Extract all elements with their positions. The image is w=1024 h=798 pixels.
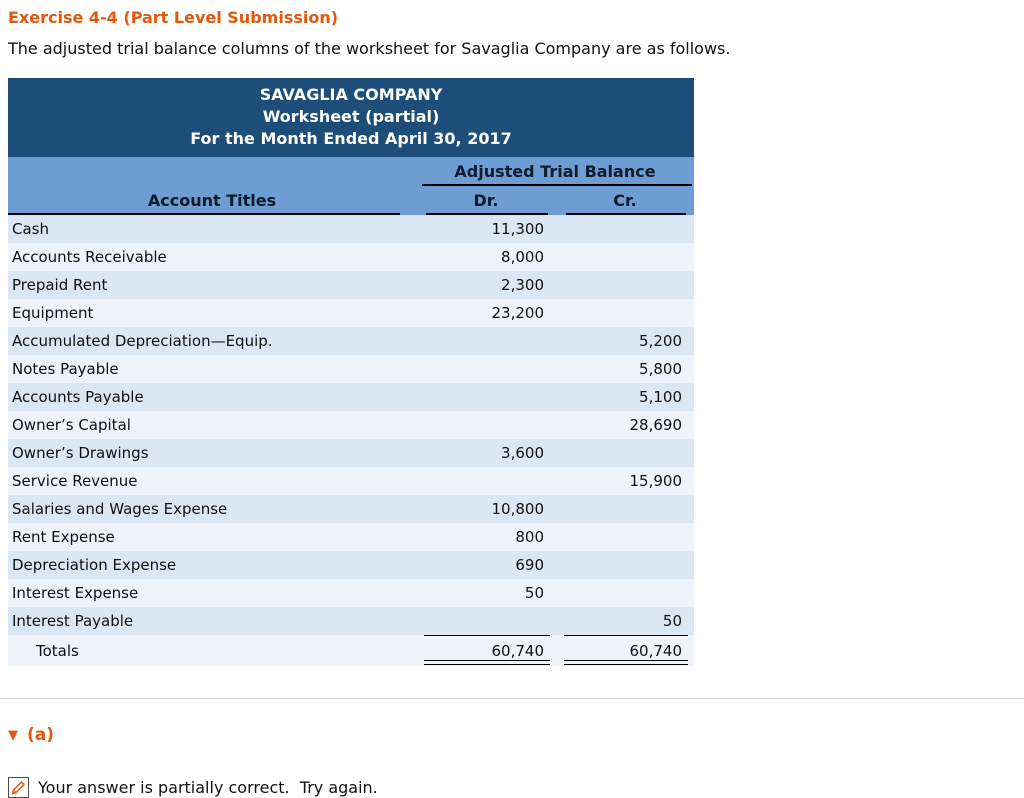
dr-cell: 690 (515, 556, 544, 574)
column-header-dr: Dr. (416, 186, 556, 215)
dr-cell: 10,800 (491, 500, 545, 518)
dr-cell (416, 467, 556, 495)
cr-cell (556, 215, 694, 243)
table-row: Owner’s Drawings 3,600 (8, 439, 694, 467)
table-row: Depreciation Expense 690 (8, 551, 694, 579)
totals-label: Totals (36, 641, 79, 660)
dr-cell: 50 (524, 584, 544, 602)
cr-cell (556, 439, 694, 467)
table-row: Service Revenue 15,900 (8, 467, 694, 495)
cr-cell (556, 271, 694, 299)
account-title-cell: Interest Payable (12, 612, 134, 630)
cr-cell: 15,900 (629, 472, 683, 490)
cr-cell: 5,800 (639, 360, 682, 378)
column-header-account-titles: Account Titles (8, 186, 416, 215)
cr-cell (556, 551, 694, 579)
account-title-cell: Owner’s Capital (12, 416, 131, 434)
account-title-cell: Depreciation Expense (12, 556, 177, 574)
feedback-message: Your answer is partially correct. Try ag… (38, 778, 378, 797)
account-title-cell: Cash (12, 220, 49, 238)
worksheet-company: SAVAGLIA COMPANY (259, 85, 443, 104)
dr-cell (416, 327, 556, 355)
dr-cell (416, 355, 556, 383)
column-header-row: Account Titles Dr. Cr. (8, 186, 694, 215)
triangle-down-icon[interactable]: ▼ (8, 727, 18, 743)
table-row: Salaries and Wages Expense 10,800 (8, 495, 694, 523)
table-row: Rent Expense 800 (8, 523, 694, 551)
adjusted-trial-balance-header: Adjusted Trial Balance (416, 157, 694, 186)
account-title-cell: Prepaid Rent (12, 276, 108, 294)
section-divider (0, 698, 1024, 699)
cr-cell: 28,690 (629, 416, 683, 434)
account-title-cell: Equipment (12, 304, 94, 322)
dr-cell: 23,200 (491, 304, 545, 322)
account-title-cell: Interest Expense (12, 584, 139, 602)
account-title-cell: Accounts Payable (12, 388, 144, 406)
worksheet-period: For the Month Ended April 30, 2017 (190, 129, 512, 148)
table-row: Accounts Receivable 8,000 (8, 243, 694, 271)
dr-cell (416, 607, 556, 635)
account-title-cell: Accumulated Depreciation—Equip. (12, 332, 273, 350)
worksheet-subtitle: Worksheet (partial) (262, 107, 440, 126)
dr-cell: 3,600 (501, 444, 544, 462)
table-row: Notes Payable 5,800 (8, 355, 694, 383)
cr-cell (556, 579, 694, 607)
group-header-spacer (8, 157, 416, 186)
group-header-row: Adjusted Trial Balance (8, 157, 694, 186)
account-title-cell: Owner’s Drawings (12, 444, 149, 462)
exercise-title: Exercise 4-4 (Part Level Submission) (8, 8, 339, 27)
table-row: Prepaid Rent 2,300 (8, 271, 694, 299)
totals-dr-cell: 60,740 (416, 635, 556, 666)
account-title-cell: Salaries and Wages Expense (12, 500, 228, 518)
cr-cell (556, 299, 694, 327)
cr-cell: 50 (662, 612, 682, 630)
dr-cell (416, 383, 556, 411)
part-a-section-header[interactable]: ▼ (a) (0, 725, 1024, 745)
cr-cell (556, 495, 694, 523)
account-title-cell: Service Revenue (12, 472, 138, 490)
part-a-label[interactable]: (a) (27, 725, 55, 745)
dr-cell: 800 (515, 528, 544, 546)
dr-cell: 2,300 (501, 276, 544, 294)
account-title-cell: Rent Expense (12, 528, 115, 546)
table-row: Interest Payable 50 (8, 607, 694, 635)
pencil-icon (8, 777, 29, 798)
column-header-cr: Cr. (556, 186, 694, 215)
dr-cell (416, 411, 556, 439)
cr-cell (556, 243, 694, 271)
worksheet-table: SAVAGLIA COMPANY Worksheet (partial) For… (8, 78, 694, 666)
cr-cell (556, 523, 694, 551)
dr-cell: 8,000 (501, 248, 544, 266)
table-row: Interest Expense 50 (8, 579, 694, 607)
page: Exercise 4-4 (Part Level Submission) The… (8, 8, 731, 666)
table-row: Owner’s Capital 28,690 (8, 411, 694, 439)
totals-row: Totals 60,740 60,740 (8, 635, 694, 666)
table-row: Equipment 23,200 (8, 299, 694, 327)
worksheet-title-block: SAVAGLIA COMPANY Worksheet (partial) For… (8, 78, 694, 157)
table-row: Accumulated Depreciation—Equip. 5,200 (8, 327, 694, 355)
account-title-cell: Accounts Receivable (12, 248, 167, 266)
dr-cell: 11,300 (491, 220, 545, 238)
feedback-row: Your answer is partially correct. Try ag… (0, 777, 1024, 798)
cr-cell: 5,100 (639, 388, 682, 406)
account-title-cell: Notes Payable (12, 360, 119, 378)
totals-cr-cell: 60,740 (556, 635, 694, 666)
table-row: Cash 11,300 (8, 215, 694, 243)
intro-text: The adjusted trial balance columns of th… (8, 39, 731, 58)
cr-cell: 5,200 (639, 332, 682, 350)
table-row: Accounts Payable 5,100 (8, 383, 694, 411)
